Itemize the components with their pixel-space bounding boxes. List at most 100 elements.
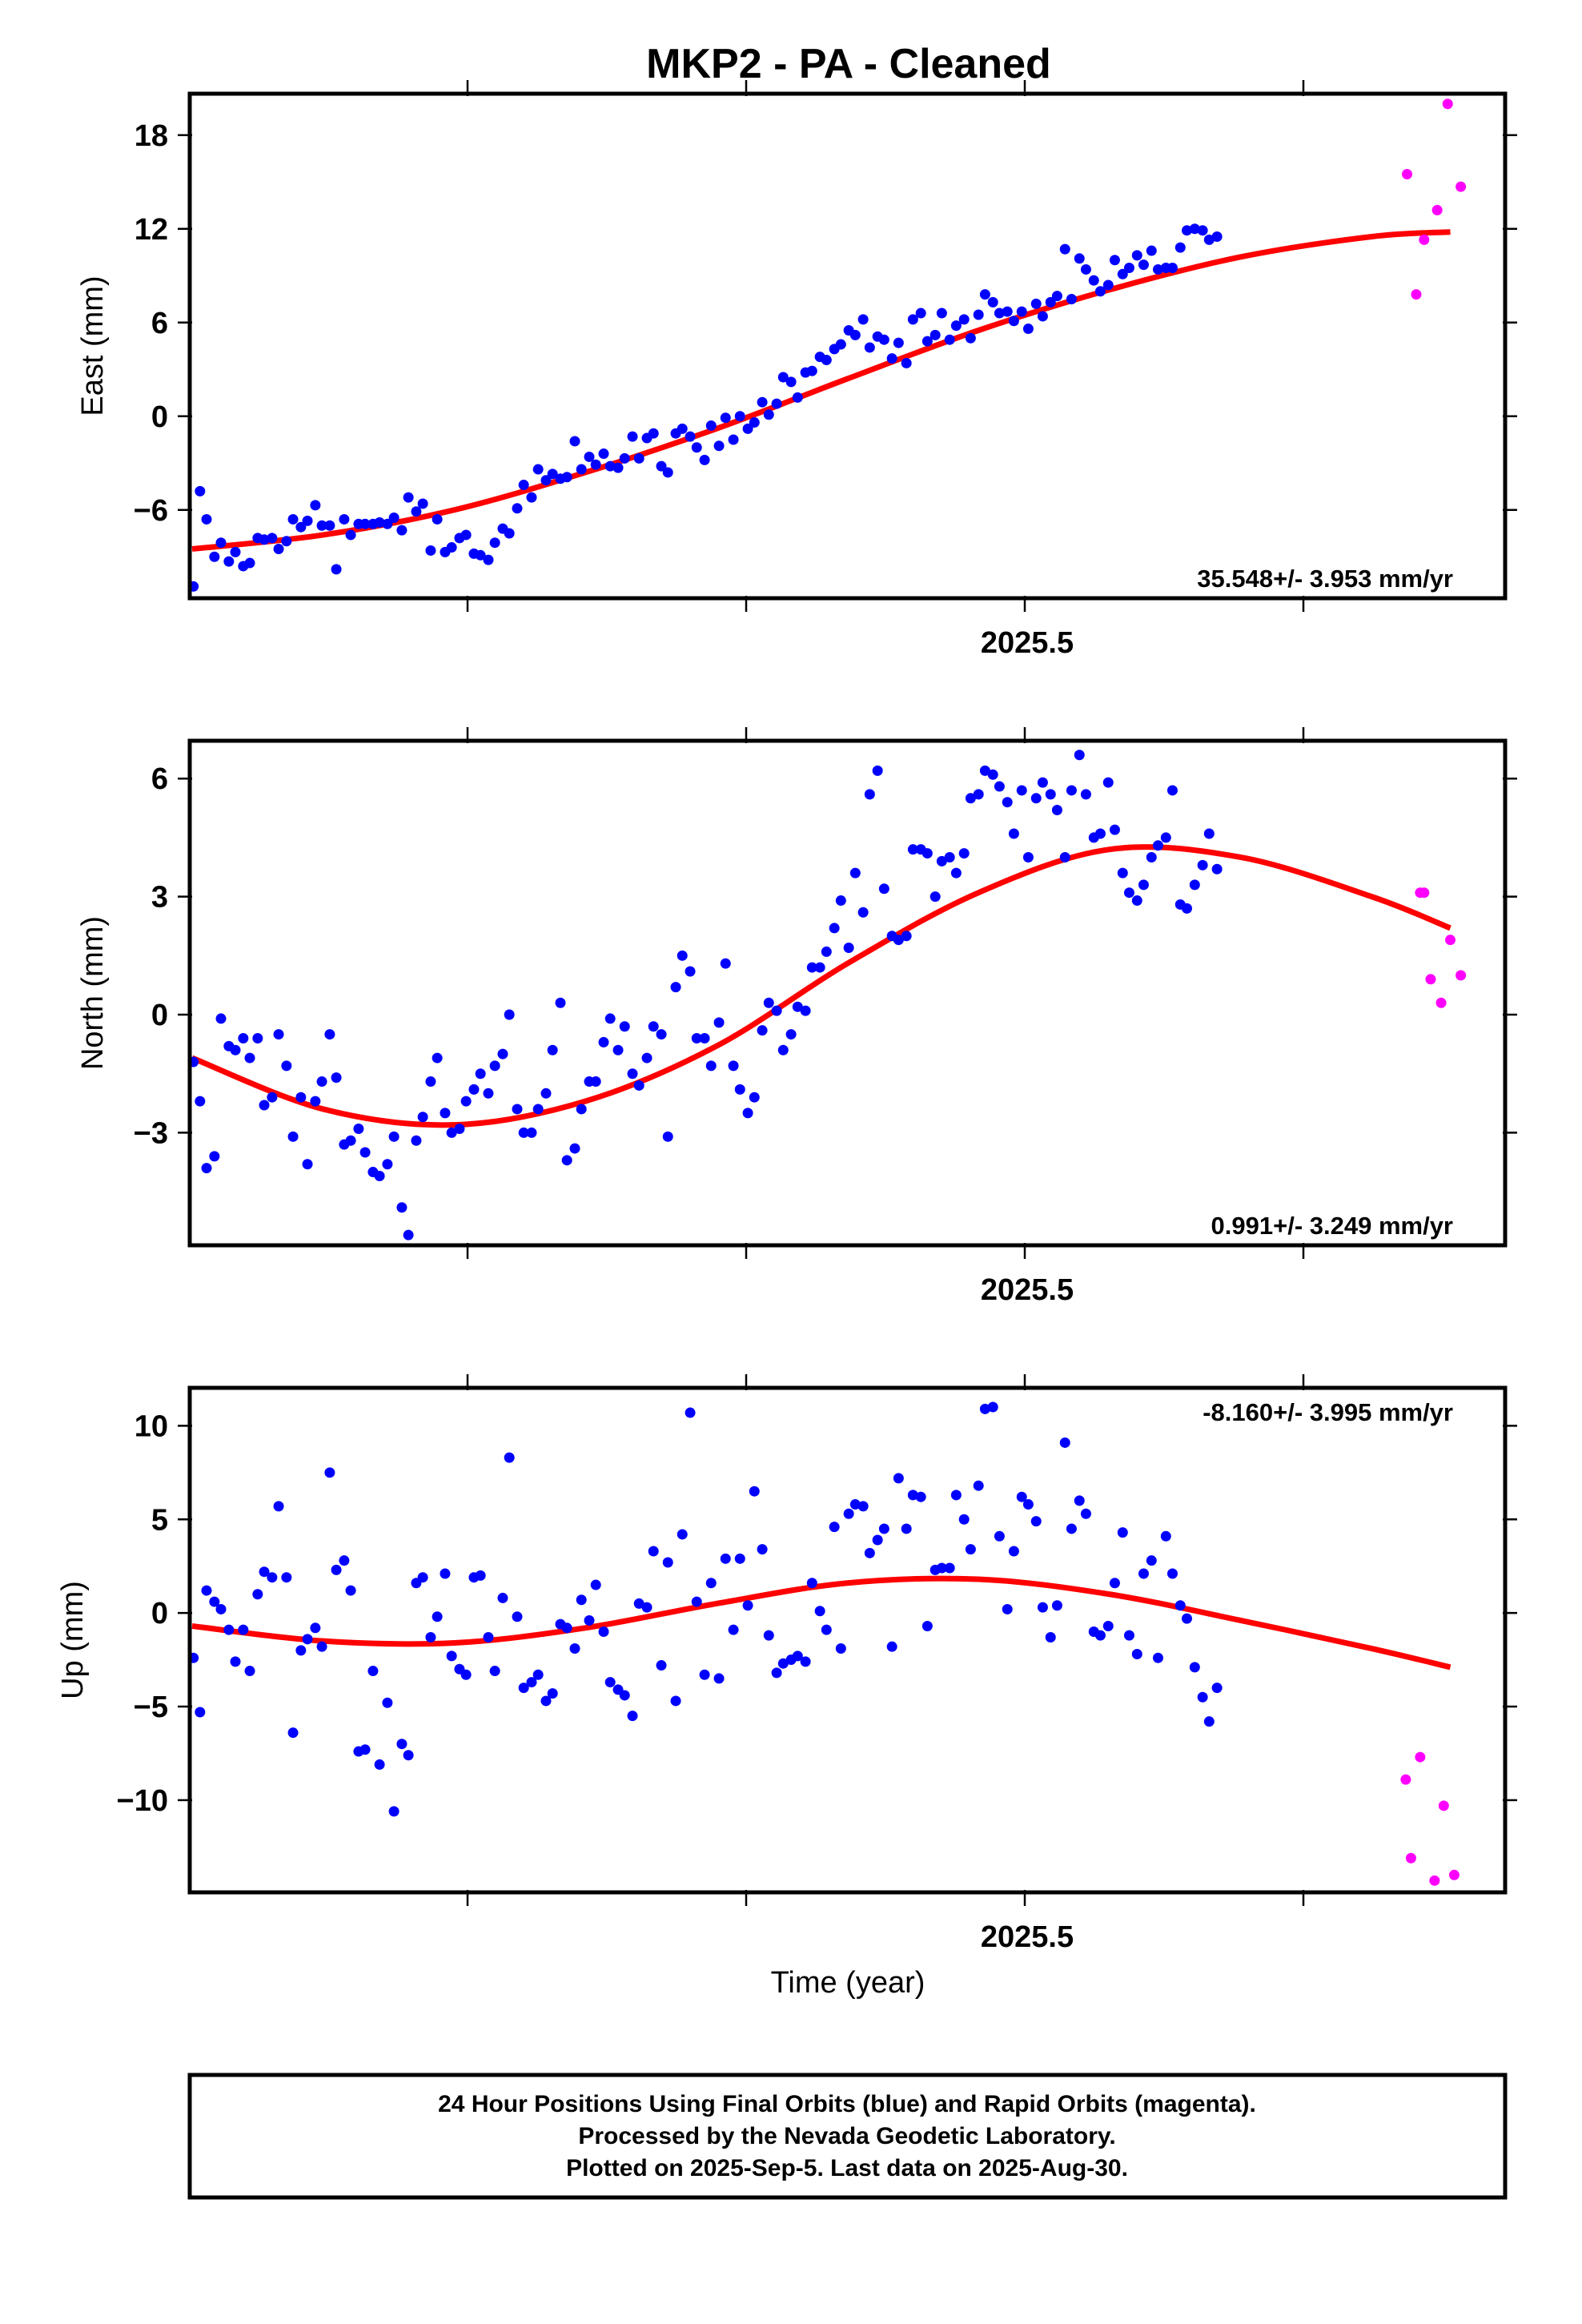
up-final-point: [771, 1667, 782, 1679]
north-plot-frame: [187, 738, 1508, 1248]
north-final-point: [454, 1124, 465, 1135]
east-final-point: [699, 454, 710, 465]
north-final-point: [1030, 793, 1042, 804]
up-final-point: [878, 1523, 889, 1534]
up-rapid-point: [1438, 1800, 1449, 1811]
east-final-point: [273, 544, 284, 554]
north-final-point: [921, 848, 933, 859]
north-final-point: [446, 1127, 457, 1138]
up-final-point: [512, 1611, 523, 1622]
up-final-point: [195, 1707, 206, 1718]
north-final-point: [1022, 851, 1034, 862]
north-final-point: [685, 966, 696, 977]
north-final-point: [374, 1170, 385, 1181]
up-final-point: [829, 1522, 840, 1533]
north-x-tick-label: 2025.5: [981, 1273, 1074, 1307]
north-final-point: [287, 1131, 299, 1142]
up-final-point: [489, 1666, 500, 1677]
east-final-point: [518, 480, 529, 491]
up-final-point: [1152, 1652, 1163, 1663]
up-final-point: [864, 1547, 875, 1558]
east-final-point: [612, 462, 624, 473]
footer-line-1: 24 Hour Positions Using Final Orbits (bl…: [438, 2091, 1256, 2117]
east-final-point: [728, 434, 739, 445]
north-final-point: [504, 1009, 515, 1020]
up-final-point: [446, 1651, 457, 1662]
up-final-point: [907, 1490, 918, 1501]
east-y-tick-label: −6: [134, 494, 168, 528]
north-final-point: [757, 1025, 768, 1036]
east-final-point: [1138, 259, 1149, 271]
north-final-point: [512, 1104, 523, 1115]
up-final-point: [345, 1585, 356, 1596]
up-final-point: [547, 1688, 558, 1699]
up-final-point: [792, 1651, 803, 1662]
north-final-point: [1094, 828, 1106, 839]
up-final-point: [627, 1711, 638, 1722]
east-final-point: [656, 460, 667, 472]
east-final-point: [339, 513, 350, 525]
east-final-point: [223, 556, 235, 567]
east-final-point: [1152, 263, 1163, 275]
east-final-point: [1102, 279, 1114, 291]
east-final-point: [215, 537, 227, 549]
up-rapid-point: [1448, 1869, 1460, 1880]
north-final-point: [612, 1044, 624, 1055]
north-final-point: [763, 997, 774, 1008]
north-final-point: [1045, 789, 1056, 800]
north-final-point: [633, 1080, 644, 1091]
up-final-point: [310, 1622, 321, 1634]
east-final-point: [921, 336, 933, 347]
north-final-point: [641, 1052, 652, 1063]
up-final-point: [633, 1598, 644, 1609]
east-final-point: [1174, 242, 1186, 253]
north-final-point: [324, 1029, 335, 1040]
up-final-point: [1146, 1555, 1157, 1566]
north-final-point: [215, 1013, 227, 1024]
up-final-point: [302, 1634, 313, 1645]
up-final-point: [532, 1669, 544, 1680]
north-final-point: [1117, 867, 1128, 879]
up-final-point: [425, 1631, 436, 1642]
east-final-point: [403, 492, 414, 503]
east-final-point: [396, 525, 408, 536]
up-final-point: [281, 1572, 292, 1583]
up-final-point: [677, 1529, 688, 1540]
north-final-point: [705, 1060, 717, 1072]
north-final-point: [1138, 879, 1149, 891]
east-y-tick-label: 6: [151, 307, 168, 340]
east-final-point: [1146, 245, 1157, 256]
up-axis-label: Up (mm): [56, 1581, 90, 1699]
east-final-point: [878, 334, 889, 345]
east-final-point: [1045, 296, 1056, 308]
east-final-point: [604, 460, 616, 472]
north-final-point: [800, 1005, 811, 1016]
north-final-point: [302, 1159, 313, 1170]
east-panel: 35.548+/- 3.953 mm/yr East (mm) 2025.5 −…: [76, 80, 1517, 660]
north-rapid-point: [1425, 974, 1436, 985]
north-final-point: [1131, 895, 1142, 907]
east-final-point: [598, 448, 609, 460]
north-final-point: [540, 1088, 552, 1099]
east-final-point: [1002, 306, 1013, 317]
east-final-point: [316, 520, 327, 531]
north-final-point: [1109, 824, 1120, 835]
up-final-point: [1002, 1603, 1013, 1614]
east-final-point: [425, 545, 436, 556]
up-plot-frame: [187, 1385, 1508, 1895]
north-final-point: [734, 1084, 745, 1095]
north-final-point: [843, 942, 854, 953]
east-final-point: [230, 546, 241, 557]
north-final-point: [1066, 785, 1077, 796]
up-final-point: [821, 1624, 832, 1635]
up-final-point: [483, 1631, 494, 1642]
up-final-point: [921, 1620, 933, 1631]
up-final-point: [244, 1666, 255, 1677]
up-final-point: [201, 1585, 212, 1596]
east-plot-frame: [187, 91, 1508, 601]
north-rapid-point: [1456, 970, 1467, 981]
east-final-point: [1037, 311, 1048, 322]
east-final-point: [382, 518, 393, 529]
north-final-point: [267, 1092, 278, 1103]
east-final-point: [417, 498, 428, 509]
